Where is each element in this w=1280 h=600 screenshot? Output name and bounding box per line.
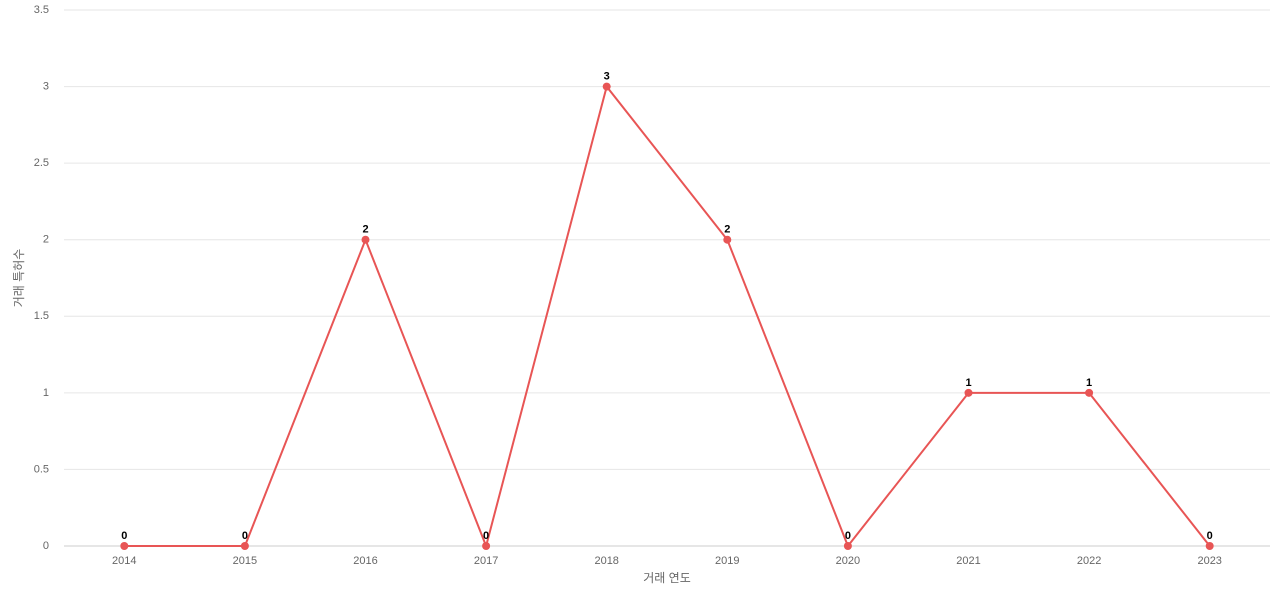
y-axis-label: 거래 특허수: [12, 249, 26, 308]
point: [602, 82, 611, 91]
value-label: 2: [362, 224, 368, 236]
point: [723, 235, 732, 244]
point: [1205, 542, 1214, 550]
x-tick-label: 2019: [715, 555, 739, 567]
x-tick-label: 2016: [353, 555, 377, 567]
x-tick-label: 2022: [1077, 555, 1101, 567]
line: [124, 84, 1211, 550]
value-label: 0: [1207, 530, 1213, 542]
point: [482, 542, 491, 550]
point: [240, 542, 249, 550]
x-tick-label: 2017: [474, 555, 498, 567]
y-tick-label: 0: [43, 540, 49, 552]
y-tick-label: 3: [43, 80, 49, 92]
x-tick-label: 2014: [112, 555, 136, 567]
point: [843, 542, 852, 550]
y-tick-label: 1: [43, 387, 49, 399]
y-tick-label: 2: [43, 234, 49, 246]
y-tick-label: 3.5: [34, 4, 49, 16]
value-label: 0: [845, 530, 851, 542]
point: [1085, 388, 1094, 397]
x-tick-label: 2021: [956, 555, 980, 567]
value-label: 1: [965, 377, 971, 389]
value-label: 2: [724, 224, 730, 236]
x-tick-label: 2018: [594, 555, 618, 567]
value-label: 0: [483, 530, 489, 542]
point: [120, 542, 129, 550]
x-tick-label: 2015: [233, 555, 257, 567]
point: [361, 235, 370, 244]
x-tick-label: 2020: [836, 555, 860, 567]
y-tick-label: 0.5: [34, 463, 49, 475]
value-label: 1: [1086, 377, 1092, 389]
y-tick-label: 1.5: [34, 310, 49, 322]
x-tick-label: 2023: [1197, 555, 1221, 567]
value-label: 3: [604, 70, 610, 82]
x-axis-label: 거래 연도: [643, 571, 691, 585]
value-label: 0: [242, 530, 248, 542]
y-tick-label: 2.5: [34, 157, 49, 169]
value-label: 0: [121, 530, 127, 542]
point: [964, 388, 973, 397]
